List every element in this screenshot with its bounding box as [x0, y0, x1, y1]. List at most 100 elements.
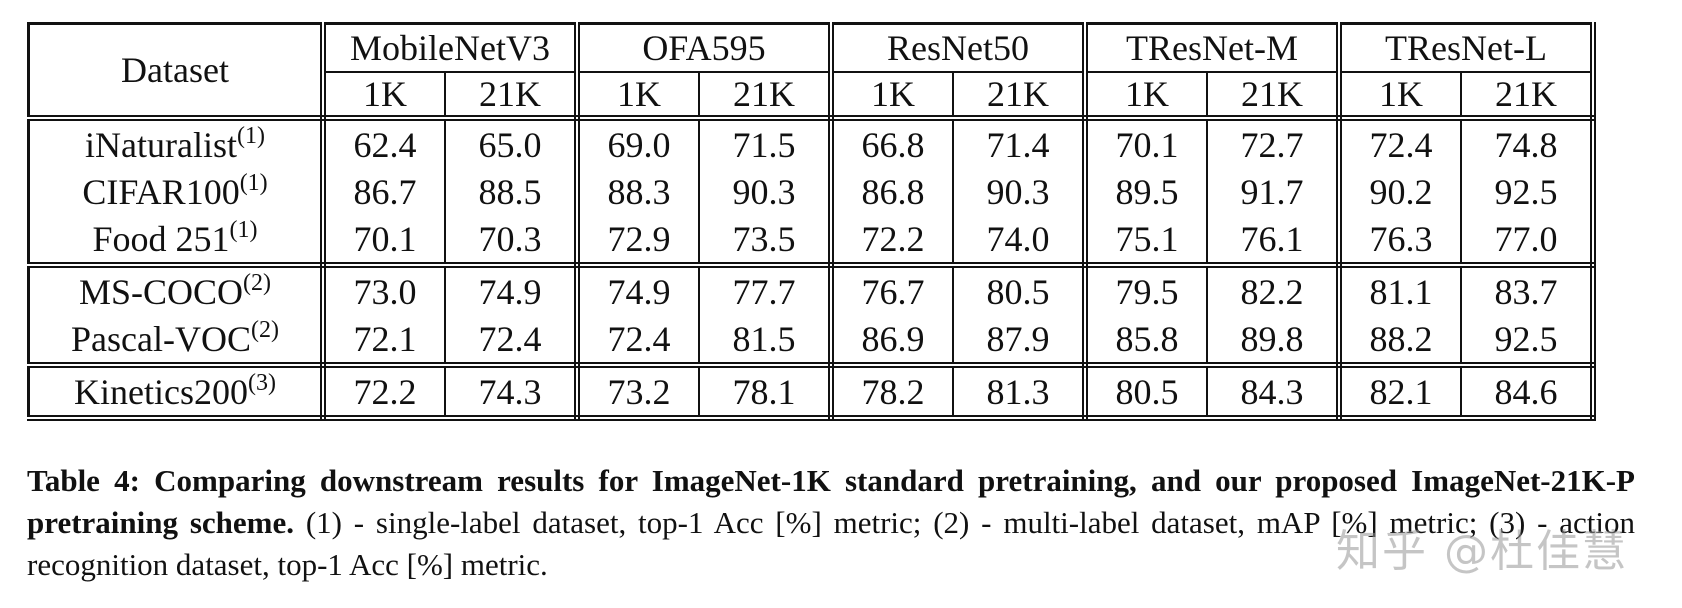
value-cell-1k: 86.8 [831, 168, 954, 215]
value-cell-21k: 82.2 [1207, 265, 1342, 315]
table-row: Food 251(1) 70.1 70.3 72.9 73.5 72.2 74.0 75.1 7… [28, 215, 1596, 268]
caption-normal-text: (1) - single-label dataset, top-1 Acc [%… [27, 505, 1636, 582]
caption-label: Table 4: [27, 463, 140, 498]
caption-bold-text: Comparing downstream results for ImageNe… [27, 463, 1635, 540]
dataset-cell: iNaturalist(1) [28, 118, 326, 168]
dataset-cell: CIFAR100(1) [28, 168, 326, 215]
value-cell-1k: 75.1 [1085, 215, 1208, 268]
model-header: MobileNetV3 [323, 23, 580, 73]
table-row: Pascal-VOC(2) 72.1 72.4 72.4 81.5 86.9 87.9 85.… [28, 315, 1596, 368]
value-cell-21k: 77.7 [699, 265, 834, 315]
table-row: MS-COCO(2) 73.0 74.9 74.9 77.7 76.7 80.5 79.5 82… [28, 265, 1596, 315]
value-cell-21k: 81.3 [953, 365, 1088, 421]
value-cell-1k: 76.3 [1339, 215, 1462, 268]
value-cell-21k: 84.6 [1461, 365, 1596, 421]
dataset-header: Dataset [28, 23, 326, 121]
model-header: TResNet-L [1339, 23, 1596, 73]
value-cell-1k: 73.0 [323, 265, 446, 315]
dataset-type-marker: (2) [243, 269, 272, 296]
sub-header: 21K [953, 72, 1088, 121]
watermark: 知乎 @杜佳慧 [1336, 526, 1628, 577]
value-cell-1k: 72.1 [323, 315, 446, 368]
value-cell-21k: 90.3 [699, 168, 834, 215]
value-cell-21k: 74.0 [953, 215, 1088, 268]
sub-header: 21K [1207, 72, 1342, 121]
value-cell-1k: 74.9 [577, 265, 700, 315]
value-cell-21k: 72.4 [445, 315, 580, 368]
value-cell-1k: 66.8 [831, 118, 954, 168]
value-cell-21k: 81.5 [699, 315, 834, 368]
dataset-name: Pascal-VOC [71, 318, 251, 359]
dataset-name: iNaturalist [85, 124, 237, 165]
value-cell-1k: 73.2 [577, 365, 700, 421]
value-cell-1k: 89.5 [1085, 168, 1208, 215]
value-cell-21k: 74.9 [445, 265, 580, 315]
value-cell-21k: 73.5 [699, 215, 834, 268]
value-cell-21k: 92.5 [1461, 168, 1596, 215]
value-cell-21k: 65.0 [445, 118, 580, 168]
value-cell-21k: 70.3 [445, 215, 580, 268]
value-cell-1k: 62.4 [323, 118, 446, 168]
value-cell-1k: 70.1 [323, 215, 446, 268]
table-row: iNaturalist(1) 62.4 65.0 69.0 71.5 66.8 71.4 70… [28, 118, 1596, 168]
value-cell-21k: 92.5 [1461, 315, 1596, 368]
value-cell-21k: 71.5 [699, 118, 834, 168]
dataset-name: Kinetics200 [74, 371, 248, 412]
table-body: iNaturalist(1) 62.4 65.0 69.0 71.5 66.8 71.4 70… [28, 118, 1596, 421]
value-cell-21k: 87.9 [953, 315, 1088, 368]
results-table: Dataset MobileNetV3 OFA595 ResNet50 TRes… [27, 22, 1596, 421]
table-caption: Table 4: Comparing downstream results fo… [27, 460, 1635, 586]
dataset-name: CIFAR100 [82, 171, 240, 212]
value-cell-21k: 74.8 [1461, 118, 1596, 168]
value-cell-21k: 71.4 [953, 118, 1088, 168]
value-cell-1k: 85.8 [1085, 315, 1208, 368]
value-cell-21k: 78.1 [699, 365, 834, 421]
dataset-cell: Pascal-VOC(2) [28, 315, 326, 368]
value-cell-21k: 88.5 [445, 168, 580, 215]
model-header: OFA595 [577, 23, 834, 73]
value-cell-1k: 72.4 [1339, 118, 1462, 168]
value-cell-1k: 86.9 [831, 315, 954, 368]
value-cell-1k: 82.1 [1339, 365, 1462, 421]
dataset-type-marker: (1) [239, 169, 268, 196]
dataset-type-marker: (1) [229, 216, 258, 243]
value-cell-21k: 77.0 [1461, 215, 1596, 268]
value-cell-1k: 86.7 [323, 168, 446, 215]
sub-header: 1K [1085, 72, 1208, 121]
model-header: TResNet-M [1085, 23, 1342, 73]
value-cell-1k: 72.9 [577, 215, 700, 268]
value-cell-21k: 90.3 [953, 168, 1088, 215]
sub-header: 21K [699, 72, 834, 121]
table-row: Kinetics200(3) 72.2 74.3 73.2 78.1 78.2 81.3 80… [28, 365, 1596, 421]
value-cell-1k: 81.1 [1339, 265, 1462, 315]
value-cell-1k: 72.4 [577, 315, 700, 368]
value-cell-21k: 89.8 [1207, 315, 1342, 368]
dataset-cell: Kinetics200(3) [28, 365, 326, 421]
value-cell-1k: 69.0 [577, 118, 700, 168]
sub-header: 21K [445, 72, 580, 121]
dataset-name: MS-COCO [78, 271, 244, 312]
value-cell-21k: 84.3 [1207, 365, 1342, 421]
sub-header: 1K [1339, 72, 1462, 121]
dataset-type-marker: (3) [248, 369, 276, 396]
value-cell-21k: 76.1 [1207, 215, 1342, 268]
model-header: ResNet50 [831, 23, 1088, 73]
value-cell-1k: 76.7 [831, 265, 954, 315]
value-cell-21k: 72.7 [1207, 118, 1342, 168]
value-cell-1k: 72.2 [831, 215, 954, 268]
value-cell-1k: 80.5 [1085, 365, 1208, 421]
sub-header: 1K [831, 72, 954, 121]
value-cell-1k: 88.2 [1339, 315, 1462, 368]
value-cell-1k: 90.2 [1339, 168, 1462, 215]
sub-header: 21K [1461, 72, 1596, 121]
value-cell-21k: 80.5 [953, 265, 1088, 315]
dataset-cell: MS-COCO(2) [28, 265, 326, 315]
table-row: CIFAR100(1) 86.7 88.5 88.3 90.3 86.8 90.3 89.5 9… [28, 168, 1596, 215]
value-cell-21k: 91.7 [1207, 168, 1342, 215]
value-cell-21k: 74.3 [445, 365, 580, 421]
sub-header: 1K [577, 72, 700, 121]
value-cell-21k: 83.7 [1461, 265, 1596, 315]
value-cell-1k: 78.2 [831, 365, 954, 421]
sub-header-row: 1K 21K 1K 21K 1K 21K 1K 21K 1K 21K [29, 72, 1596, 121]
sub-header: 1K [323, 72, 446, 121]
